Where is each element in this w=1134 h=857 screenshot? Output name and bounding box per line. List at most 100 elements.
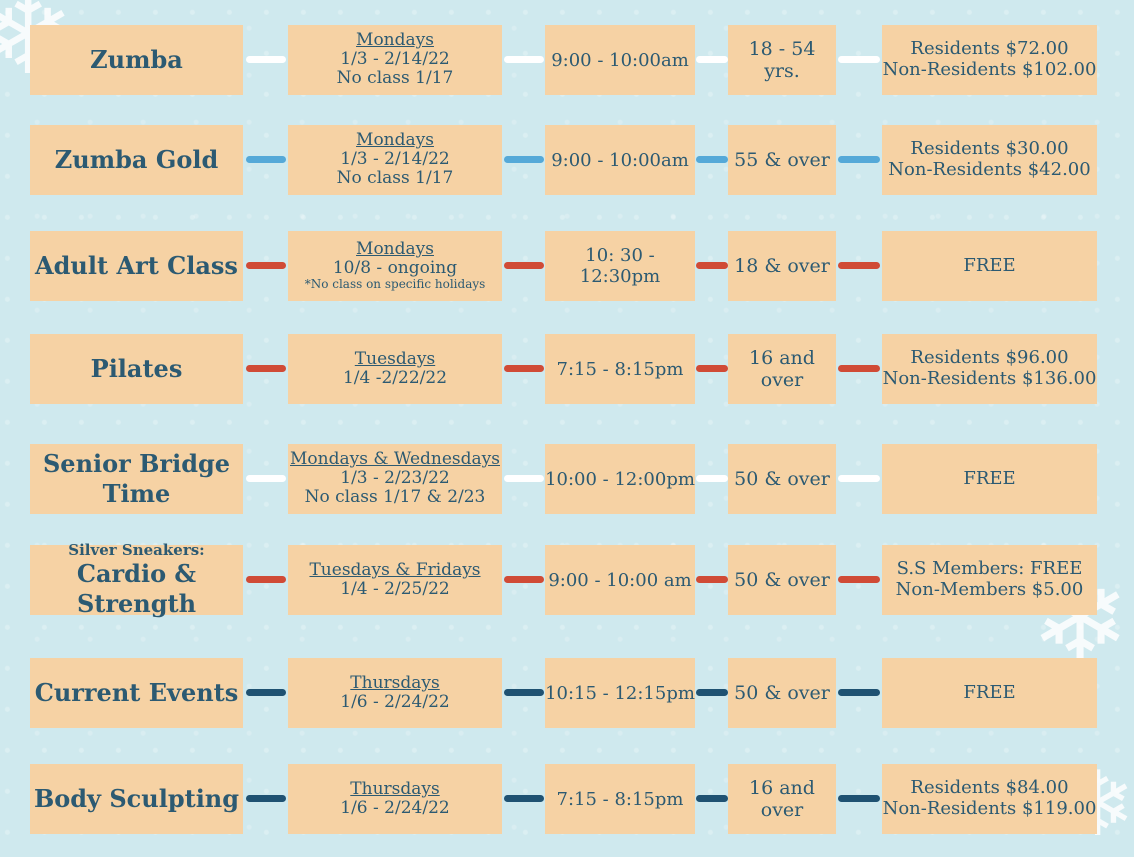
class-age: 16 and over xyxy=(749,347,815,391)
class-name-box: Body Sculpting xyxy=(30,764,243,834)
class-row: Body Sculpting Thursdays 1/6 - 2/24/22 7:15… xyxy=(0,764,1134,836)
class-name-box: Pilates xyxy=(30,334,243,404)
price-box: FREE xyxy=(882,231,1097,301)
connector-line xyxy=(696,475,728,482)
class-price: Non-Residents $119.00 xyxy=(882,798,1097,819)
connector-line xyxy=(696,576,728,583)
class-price: Residents $30.00 xyxy=(910,138,1069,160)
class-row: Silver Sneakers: Cardio & Strength Tuesday… xyxy=(0,541,1134,618)
age-box: 55 & over xyxy=(728,125,836,195)
connector-line xyxy=(838,156,880,163)
connector-line xyxy=(838,475,880,482)
class-price: Non-Residents $102.00 xyxy=(882,59,1097,80)
class-age: 50 & over xyxy=(734,468,830,490)
class-dates: No class 1/17 & 2/23 xyxy=(304,486,486,507)
connector-line xyxy=(504,689,544,696)
class-dates: 1/6 - 2/24/22 xyxy=(340,797,450,818)
connector-line xyxy=(504,576,544,583)
class-name: Zumba xyxy=(90,45,183,74)
class-time: 7:15 - 8:15pm xyxy=(556,358,684,380)
class-dates: 1/6 - 2/24/22 xyxy=(340,691,450,712)
class-dates: 1/3 - 2/23/22 xyxy=(340,468,450,489)
class-name-box: Zumba Gold xyxy=(30,125,243,195)
class-dates: 1/4 -2/22/22 xyxy=(342,367,448,388)
class-price: Residents $84.00 xyxy=(910,777,1069,799)
price-box: S.S Members: FREE Non-Members $5.00 xyxy=(882,545,1097,615)
time-box: 7:15 - 8:15pm xyxy=(545,334,695,404)
class-price: Non-Members $5.00 xyxy=(895,579,1084,600)
class-row: Current Events Thursdays 1/6 - 2/24/22 10:1… xyxy=(0,658,1134,730)
connector-line xyxy=(696,365,728,372)
class-name-box: Current Events xyxy=(30,658,243,728)
class-price: Non-Residents $136.00 xyxy=(882,368,1097,389)
time-box: 9:00 - 10:00 am xyxy=(545,545,695,615)
class-days: Mondays & Wednesdays xyxy=(290,449,500,470)
connector-line xyxy=(504,795,544,802)
price-box: Residents $96.00 Non-Residents $136.00 xyxy=(882,334,1097,404)
connector-line xyxy=(246,156,286,163)
class-row: Senior Bridge Time Mondays & Wednesdays 1/… xyxy=(0,444,1134,516)
class-price: Non-Residents $42.00 xyxy=(888,159,1091,180)
time-box: 10: 30 - 12:30pm xyxy=(545,231,695,301)
class-dates: No class 1/17 xyxy=(336,167,454,188)
connector-line xyxy=(246,475,286,482)
class-days: Thursdays xyxy=(350,672,440,693)
class-row: Zumba Mondays 1/3 - 2/14/22 No class 1/17 9:… xyxy=(0,25,1134,97)
class-note: *No class on specific holidays xyxy=(304,276,486,291)
class-price: FREE xyxy=(963,681,1016,703)
class-days: Thursdays xyxy=(350,778,440,799)
class-name: Pilates xyxy=(90,354,183,383)
class-time: 10: 30 - 12:30pm xyxy=(579,245,661,287)
connector-line xyxy=(838,56,880,63)
price-box: Residents $84.00 Non-Residents $119.00 xyxy=(882,764,1097,834)
class-age: 18 & over xyxy=(734,255,830,277)
class-age: 55 & over xyxy=(734,149,830,171)
connector-line xyxy=(696,56,728,63)
class-price: S.S Members: FREE xyxy=(896,558,1083,580)
connector-line xyxy=(246,56,286,63)
price-box: Residents $30.00 Non-Residents $42.00 xyxy=(882,125,1097,195)
class-name: Current Events xyxy=(34,678,239,707)
price-box: FREE xyxy=(882,444,1097,514)
class-days: Mondays xyxy=(356,130,434,151)
connector-line xyxy=(504,156,544,163)
age-box: 18 & over xyxy=(728,231,836,301)
class-name: Body Sculpting xyxy=(33,784,240,813)
class-price: Residents $96.00 xyxy=(910,347,1069,369)
connector-line xyxy=(246,365,286,372)
connector-line xyxy=(838,576,880,583)
class-time: 10:00 - 12:00pm xyxy=(545,468,695,490)
connector-line xyxy=(838,795,880,802)
time-box: 10:00 - 12:00pm xyxy=(545,444,695,514)
class-time: 7:15 - 8:15pm xyxy=(556,788,684,810)
connector-line xyxy=(504,365,544,372)
class-age: 16 and over xyxy=(749,777,815,821)
class-name: Adult Art Class xyxy=(35,251,238,280)
time-box: 7:15 - 8:15pm xyxy=(545,764,695,834)
class-time: 10:15 - 12:15pm xyxy=(545,682,695,704)
class-row: Adult Art Class Mondays 10/8 - ongoing *No … xyxy=(0,231,1134,303)
age-box: 18 - 54 yrs. xyxy=(728,25,836,95)
class-name-box: Zumba xyxy=(30,25,243,95)
schedule-days-box: Mondays & Wednesdays 1/3 - 2/23/22 No clas… xyxy=(288,444,502,514)
class-days: Mondays xyxy=(356,239,434,260)
connector-line xyxy=(696,156,728,163)
schedule-days-box: Thursdays 1/6 - 2/24/22 xyxy=(288,764,502,834)
class-price: FREE xyxy=(963,467,1016,489)
class-name-box: Silver Sneakers: Cardio & Strength xyxy=(30,541,243,618)
time-box: 10:15 - 12:15pm xyxy=(545,658,695,728)
class-dates: 1/3 - 2/14/22 xyxy=(340,49,450,70)
class-days: Tuesdays xyxy=(354,348,436,369)
class-name-box: Adult Art Class xyxy=(30,231,243,301)
connector-line xyxy=(696,262,728,269)
class-age: 50 & over xyxy=(734,682,830,704)
age-box: 16 and over xyxy=(728,764,836,834)
age-box: 16 and over xyxy=(728,334,836,404)
age-box: 50 & over xyxy=(728,545,836,615)
schedule-days-box: Mondays 10/8 - ongoing *No class on specif… xyxy=(288,231,502,301)
connector-line xyxy=(696,689,728,696)
class-row: Pilates Tuesdays 1/4 -2/22/22 7:15 - 8:15pm… xyxy=(0,334,1134,406)
price-box: Residents $72.00 Non-Residents $102.00 xyxy=(882,25,1097,95)
schedule-days-box: Mondays 1/3 - 2/14/22 No class 1/17 xyxy=(288,125,502,195)
connector-line xyxy=(838,262,880,269)
